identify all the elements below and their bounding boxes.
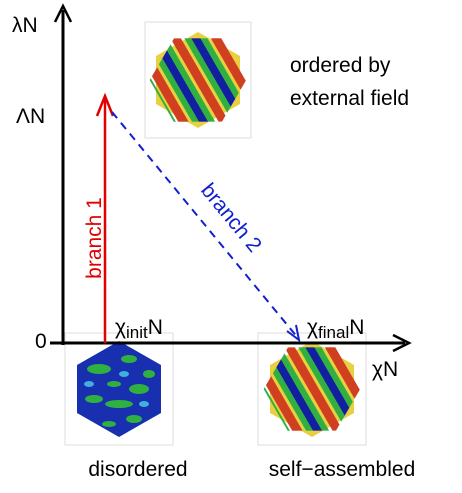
chi-init-label: χinitN [115, 316, 163, 342]
subscript: final [318, 323, 349, 342]
branch-1-label: branch 1 [83, 197, 106, 279]
symbol: χ [307, 316, 318, 339]
ordered-label-line-1: ordered by [290, 54, 391, 77]
branch-2-arrow [112, 112, 299, 340]
symbol: χ [115, 316, 126, 339]
suffix: N [148, 316, 163, 339]
ordered-thumbnail [107, 0, 283, 176]
chi-final-label: χfinalN [307, 316, 364, 342]
y-axis-label: λN [12, 14, 38, 37]
subscript: init [126, 323, 148, 342]
x-axis-label: χN [372, 358, 398, 381]
branch-2-label: branch 2 [196, 179, 266, 257]
suffix: N [349, 316, 364, 339]
lambda-mark: ΛN [16, 105, 45, 128]
origin-label: 0 [35, 330, 47, 353]
disordered-label: disordered [88, 458, 187, 481]
self-assembled-label: self−assembled [269, 458, 416, 481]
ordered-label-line-2: external field [290, 87, 409, 110]
disordered-thumbnail [65, 333, 173, 445]
diagram: λN ΛN 0 χN χinitN χfinalN branch 1 branc… [0, 0, 462, 493]
